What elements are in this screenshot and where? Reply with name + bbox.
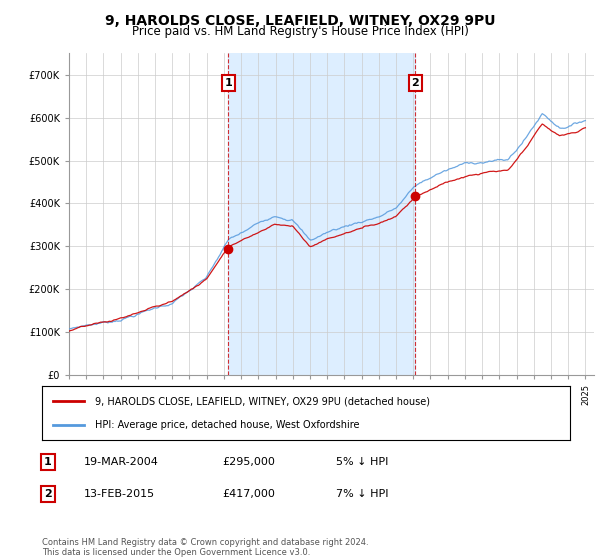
Text: 2: 2 [44,489,52,499]
Text: 5% ↓ HPI: 5% ↓ HPI [336,457,388,467]
Text: HPI: Average price, detached house, West Oxfordshire: HPI: Average price, detached house, West… [95,419,359,430]
Text: 13-FEB-2015: 13-FEB-2015 [84,489,155,499]
Text: £295,000: £295,000 [222,457,275,467]
Text: 7% ↓ HPI: 7% ↓ HPI [336,489,389,499]
Text: Price paid vs. HM Land Registry's House Price Index (HPI): Price paid vs. HM Land Registry's House … [131,25,469,38]
Text: 19-MAR-2004: 19-MAR-2004 [84,457,159,467]
Text: 2: 2 [412,78,419,88]
Text: 9, HAROLDS CLOSE, LEAFIELD, WITNEY, OX29 9PU: 9, HAROLDS CLOSE, LEAFIELD, WITNEY, OX29… [105,14,495,28]
Text: 9, HAROLDS CLOSE, LEAFIELD, WITNEY, OX29 9PU (detached house): 9, HAROLDS CLOSE, LEAFIELD, WITNEY, OX29… [95,396,430,407]
Text: 1: 1 [224,78,232,88]
Text: 1: 1 [44,457,52,467]
Text: £417,000: £417,000 [222,489,275,499]
Text: Contains HM Land Registry data © Crown copyright and database right 2024.
This d: Contains HM Land Registry data © Crown c… [42,538,368,557]
Bar [228,53,415,375]
